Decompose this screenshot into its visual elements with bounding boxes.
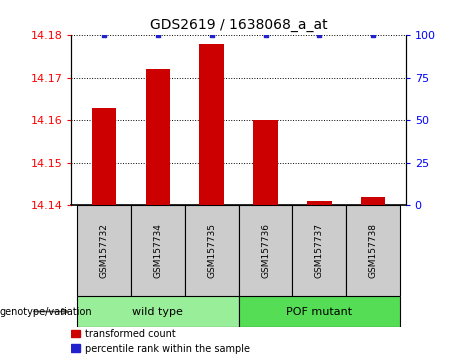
Text: GSM157737: GSM157737: [315, 223, 324, 278]
Text: transformed count: transformed count: [85, 329, 176, 339]
Text: GSM157734: GSM157734: [153, 223, 162, 278]
Bar: [77, 205, 131, 296]
Text: GSM157735: GSM157735: [207, 223, 216, 278]
Bar: [185, 205, 239, 296]
Bar: [92, 108, 116, 205]
Text: genotype/variation: genotype/variation: [0, 307, 93, 316]
Bar: [131, 205, 185, 296]
Bar: [361, 197, 385, 205]
Bar: [71, 344, 80, 352]
Bar: [146, 69, 170, 205]
Bar: [254, 120, 278, 205]
Point: [316, 33, 323, 38]
Title: GDS2619 / 1638068_a_at: GDS2619 / 1638068_a_at: [150, 18, 327, 32]
Text: percentile rank within the sample: percentile rank within the sample: [85, 344, 250, 354]
Text: GSM157736: GSM157736: [261, 223, 270, 278]
Bar: [307, 201, 331, 205]
Bar: [77, 296, 239, 327]
Text: wild type: wild type: [132, 307, 183, 316]
Bar: [292, 205, 346, 296]
Point: [100, 33, 107, 38]
Text: GSM157738: GSM157738: [369, 223, 378, 278]
Bar: [239, 205, 292, 296]
Point: [154, 33, 161, 38]
Point: [262, 33, 269, 38]
Point: [370, 33, 377, 38]
Bar: [239, 296, 400, 327]
Text: POF mutant: POF mutant: [286, 307, 353, 316]
Bar: [346, 205, 400, 296]
Bar: [200, 44, 224, 205]
Point: [208, 33, 215, 38]
Bar: [71, 330, 80, 337]
Text: GSM157732: GSM157732: [99, 223, 108, 278]
